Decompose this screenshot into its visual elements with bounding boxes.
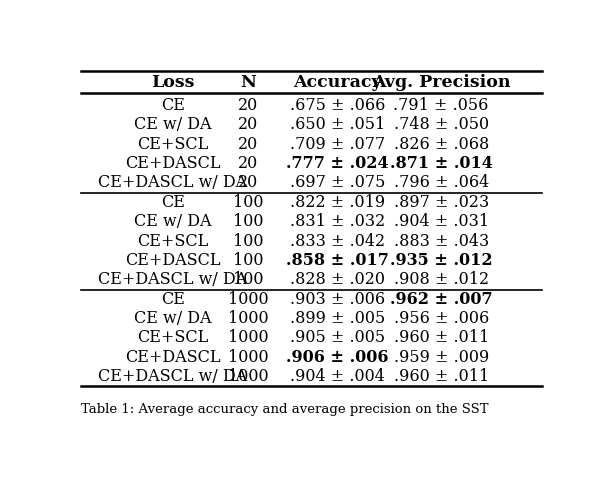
Text: .833 ± .042: .833 ± .042 bbox=[290, 233, 385, 250]
Text: .960 ± .011: .960 ± .011 bbox=[393, 368, 489, 385]
Text: CE: CE bbox=[161, 291, 185, 308]
Text: .697 ± .075: .697 ± .075 bbox=[290, 174, 385, 192]
Text: CE+DASCL w/ DA: CE+DASCL w/ DA bbox=[98, 174, 247, 192]
Text: .908 ± .012: .908 ± .012 bbox=[393, 272, 489, 288]
Text: .959 ± .009: .959 ± .009 bbox=[393, 349, 489, 366]
Text: .904 ± .004: .904 ± .004 bbox=[290, 368, 385, 385]
Text: Table 1: Average accuracy and average precision on the SST: Table 1: Average accuracy and average pr… bbox=[81, 403, 488, 416]
Text: .871 ± .014: .871 ± .014 bbox=[390, 155, 492, 172]
Text: .897 ± .023: .897 ± .023 bbox=[393, 194, 489, 211]
Text: .960 ± .011: .960 ± .011 bbox=[393, 330, 489, 347]
Text: .796 ± .064: .796 ± .064 bbox=[393, 174, 489, 192]
Text: Accuracy: Accuracy bbox=[293, 74, 382, 91]
Text: CE+SCL: CE+SCL bbox=[137, 330, 208, 347]
Text: .956 ± .006: .956 ± .006 bbox=[393, 310, 489, 327]
Text: 1000: 1000 bbox=[227, 291, 268, 308]
Text: .831 ± .032: .831 ± .032 bbox=[290, 213, 385, 230]
Text: CE: CE bbox=[161, 194, 185, 211]
Text: Avg. Precision: Avg. Precision bbox=[372, 74, 511, 91]
Text: .791 ± .056: .791 ± .056 bbox=[393, 97, 489, 114]
Text: 100: 100 bbox=[233, 213, 263, 230]
Text: .905 ± .005: .905 ± .005 bbox=[290, 330, 385, 347]
Text: .709 ± .077: .709 ± .077 bbox=[290, 136, 385, 152]
Text: 100: 100 bbox=[233, 272, 263, 288]
Text: 100: 100 bbox=[233, 252, 263, 269]
Text: .899 ± .005: .899 ± .005 bbox=[290, 310, 385, 327]
Text: .883 ± .043: .883 ± .043 bbox=[393, 233, 489, 250]
Text: .858 ± .017: .858 ± .017 bbox=[286, 252, 389, 269]
Text: .962 ± .007: .962 ± .007 bbox=[390, 291, 492, 308]
Text: 20: 20 bbox=[238, 97, 258, 114]
Text: .777 ± .024: .777 ± .024 bbox=[286, 155, 389, 172]
Text: CE: CE bbox=[161, 97, 185, 114]
Text: 100: 100 bbox=[233, 194, 263, 211]
Text: 20: 20 bbox=[238, 155, 258, 172]
Text: .906 ± .006: .906 ± .006 bbox=[286, 349, 389, 366]
Text: .935 ± .012: .935 ± .012 bbox=[390, 252, 492, 269]
Text: .675 ± .066: .675 ± .066 bbox=[290, 97, 385, 114]
Text: 1000: 1000 bbox=[227, 349, 268, 366]
Text: .650 ± .051: .650 ± .051 bbox=[290, 116, 385, 133]
Text: CE w/ DA: CE w/ DA bbox=[134, 213, 212, 230]
Text: N: N bbox=[240, 74, 256, 91]
Text: Loss: Loss bbox=[151, 74, 195, 91]
Text: 1000: 1000 bbox=[227, 330, 268, 347]
Text: .903 ± .006: .903 ± .006 bbox=[290, 291, 385, 308]
Text: CE w/ DA: CE w/ DA bbox=[134, 310, 212, 327]
Text: 100: 100 bbox=[233, 233, 263, 250]
Text: 20: 20 bbox=[238, 116, 258, 133]
Text: CE+SCL: CE+SCL bbox=[137, 233, 208, 250]
Text: .822 ± .019: .822 ± .019 bbox=[290, 194, 385, 211]
Text: .748 ± .050: .748 ± .050 bbox=[393, 116, 489, 133]
Text: CE+DASCL: CE+DASCL bbox=[125, 252, 220, 269]
Text: .904 ± .031: .904 ± .031 bbox=[393, 213, 489, 230]
Text: 20: 20 bbox=[238, 174, 258, 192]
Text: CE+DASCL w/ DA: CE+DASCL w/ DA bbox=[98, 368, 247, 385]
Text: CE+DASCL w/ DA: CE+DASCL w/ DA bbox=[98, 272, 247, 288]
Text: 20: 20 bbox=[238, 136, 258, 152]
Text: .826 ± .068: .826 ± .068 bbox=[393, 136, 489, 152]
Text: .828 ± .020: .828 ± .020 bbox=[290, 272, 385, 288]
Text: 1000: 1000 bbox=[227, 310, 268, 327]
Text: CE+SCL: CE+SCL bbox=[137, 136, 208, 152]
Text: CE w/ DA: CE w/ DA bbox=[134, 116, 212, 133]
Text: CE+DASCL: CE+DASCL bbox=[125, 349, 220, 366]
Text: CE+DASCL: CE+DASCL bbox=[125, 155, 220, 172]
Text: 1000: 1000 bbox=[227, 368, 268, 385]
